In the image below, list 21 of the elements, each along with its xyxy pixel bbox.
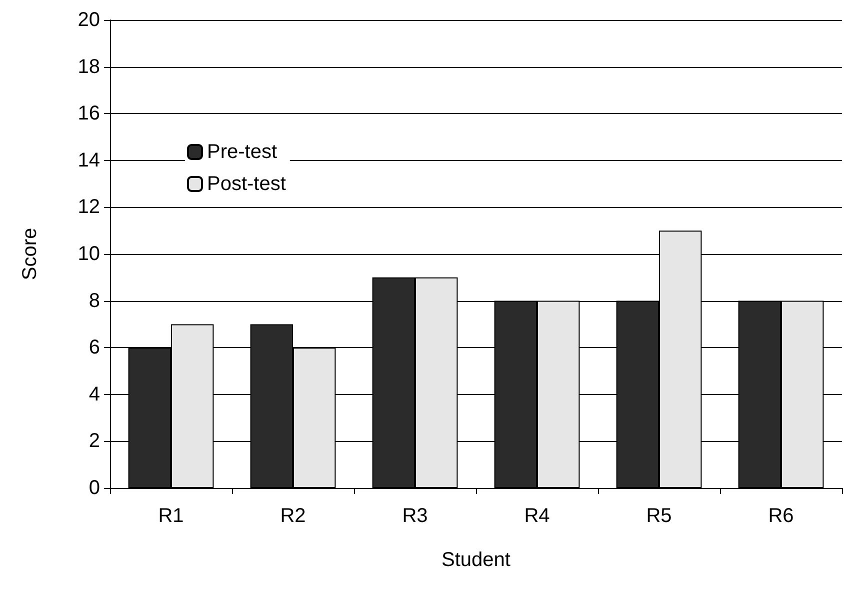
legend-label: Post-test [207,173,286,195]
y-tick-label: 14 [78,149,100,172]
y-tick-label: 12 [78,196,100,218]
y-tick-label: 6 [88,336,100,359]
y-tick-label: 2 [88,430,100,452]
x-tick-label: R4 [524,505,550,527]
y-tick-label: 8 [88,290,100,312]
x-axis-title: Student [442,549,511,571]
y-tick-label: 20 [78,9,100,31]
x-tick-label: R3 [402,505,428,527]
y-tick-label: 18 [78,56,100,78]
x-tick-label: R5 [646,505,672,527]
y-tick-label: 10 [78,243,100,265]
y-axis-title: Score [19,228,41,280]
x-tick-label: R6 [768,505,794,527]
y-tick-label: 16 [78,102,100,125]
x-tick-label: R2 [280,505,306,527]
legend-label: Pre-test [207,141,278,163]
x-tick-label: R1 [158,505,184,527]
y-tick-label: 0 [88,477,100,499]
y-tick-label: 4 [88,383,100,406]
